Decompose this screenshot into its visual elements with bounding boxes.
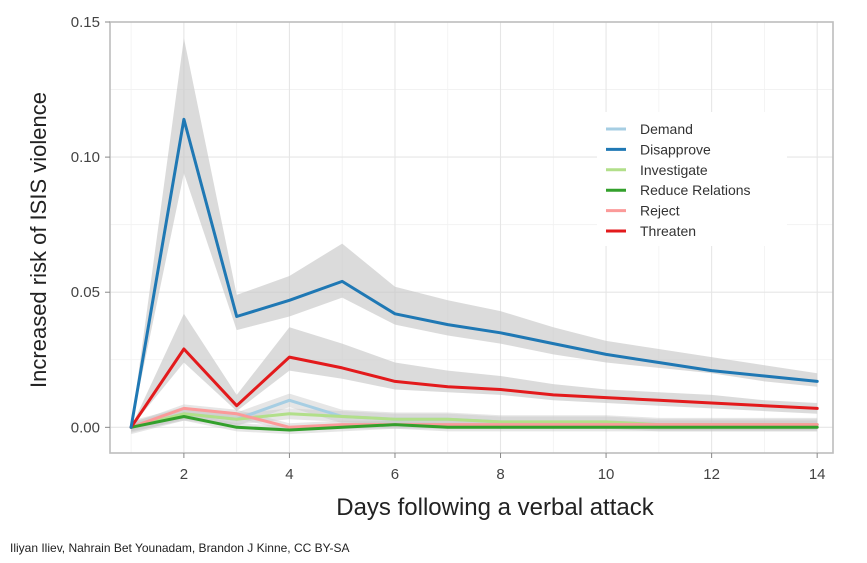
plot-panel-border <box>109 21 834 454</box>
x-tick-label: 12 <box>703 466 720 483</box>
series-line-reject <box>129 406 819 429</box>
x-axis-title: Days following a verbal attack <box>336 494 654 521</box>
y-tick-label: 0.00 <box>71 419 100 436</box>
legend: Demand Disapprove Investigate Reduce Relati… <box>597 112 787 246</box>
legend-label-investigate: Investigate <box>640 162 708 178</box>
legend-label-demand: Demand <box>640 121 693 137</box>
y-tick-label: 0.05 <box>71 284 100 301</box>
image-credit: Iliyan Iliev, Nahrain Bet Younadam, Bran… <box>10 541 350 555</box>
x-tick-label: 2 <box>180 466 188 483</box>
y-axis-title: Increased risk of ISIS violence <box>26 92 51 388</box>
x-tick-label: 4 <box>285 466 293 483</box>
x-tick-label: 6 <box>391 466 399 483</box>
y-tick-label: 0.10 <box>71 149 100 166</box>
legend-label-threaten: Threaten <box>640 223 696 239</box>
y-axis: 0.00 0.05 0.10 0.15 <box>71 14 110 436</box>
x-tick-label: 8 <box>496 466 504 483</box>
legend-label-reject: Reject <box>640 203 680 219</box>
series-line-threaten <box>129 347 819 429</box>
series-lines <box>129 117 819 432</box>
series-line-disapprove <box>129 117 819 429</box>
legend-label-disapprove: Disapprove <box>640 141 711 157</box>
legend-background <box>597 112 787 246</box>
series-line-reduce-relations <box>129 415 819 432</box>
x-axis: 2 4 6 8 10 12 14 <box>180 453 826 483</box>
legend-label-reduce-relations: Reduce Relations <box>640 182 751 198</box>
x-tick-label: 14 <box>809 466 826 483</box>
y-tick-label: 0.15 <box>71 14 100 31</box>
x-tick-label: 10 <box>598 466 615 483</box>
